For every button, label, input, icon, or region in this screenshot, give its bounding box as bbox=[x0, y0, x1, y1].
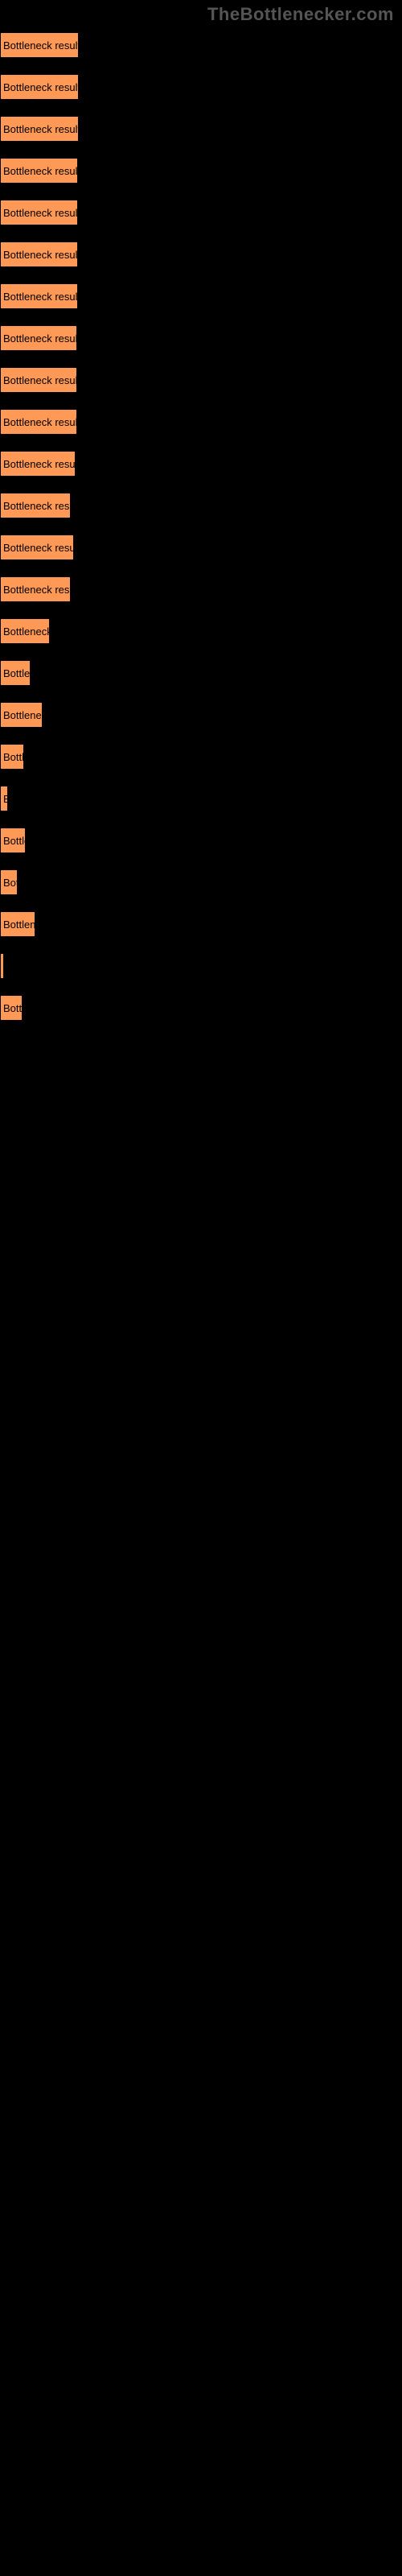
watermark-text: TheBottlenecker.com bbox=[207, 4, 394, 25]
chart-bar: Bottleneck result bbox=[0, 116, 79, 142]
chart-bar: B bbox=[0, 786, 8, 811]
bar-label: Bottleneck result bbox=[3, 165, 78, 177]
bar-row: Bottleneck result bbox=[0, 443, 402, 485]
chart-bar: Bottleneck bbox=[0, 618, 50, 644]
chart-bar: Bot bbox=[0, 869, 18, 895]
bar-row: Bottleneck result bbox=[0, 192, 402, 233]
bar-row bbox=[0, 945, 402, 987]
bar-label: Bot bbox=[3, 877, 18, 889]
bar-row: Bottleneck resu bbox=[0, 568, 402, 610]
bar-label: Bottle bbox=[3, 835, 26, 847]
bar-row: Bottleneck result bbox=[0, 233, 402, 275]
bar-row: Bottle bbox=[0, 819, 402, 861]
chart-bar: Bottleneck result bbox=[0, 325, 77, 351]
chart-bar bbox=[0, 953, 4, 979]
bar-label: Bottleneck resu bbox=[3, 584, 71, 596]
chart-bar: Bott bbox=[0, 995, 23, 1021]
bar-label: Bottleneck result bbox=[3, 207, 78, 219]
bar-row: Bottleneck bbox=[0, 694, 402, 736]
chart-bar: Bottleneck result bbox=[0, 242, 78, 267]
chart-bar: Bottlen bbox=[0, 911, 35, 937]
bar-label: Bottleneck bbox=[3, 625, 50, 638]
bar-row: Bottleneck result bbox=[0, 24, 402, 66]
bar-label: Bott bbox=[3, 1002, 22, 1014]
chart-bar: Bottleneck resu bbox=[0, 576, 71, 602]
bar-row: Bottleneck result bbox=[0, 359, 402, 401]
chart-bar: Bottle bbox=[0, 828, 26, 853]
chart-bar: Bottlen bbox=[0, 660, 31, 686]
chart-bar: Bottleneck result bbox=[0, 451, 76, 477]
bar-row: Bottleneck bbox=[0, 610, 402, 652]
bar-label: Bottleneck result bbox=[3, 458, 76, 470]
bar-row: Bott bbox=[0, 987, 402, 1029]
chart-bar: Bottl bbox=[0, 744, 24, 770]
bar-label: Bottlen bbox=[3, 667, 31, 679]
chart-bar: Bottleneck result bbox=[0, 158, 78, 184]
bar-row: Bottleneck result bbox=[0, 317, 402, 359]
bar-label: Bottleneck result bbox=[3, 332, 77, 345]
bar-label: Bottleneck result bbox=[3, 374, 77, 386]
chart-bar: Bottleneck result bbox=[0, 283, 78, 309]
chart-bar: Bottleneck bbox=[0, 702, 43, 728]
bar-label: Bottleneck result bbox=[3, 291, 78, 303]
bar-row: Bottleneck resul bbox=[0, 526, 402, 568]
bar-label: Bottleneck bbox=[3, 709, 43, 721]
chart-bar: Bottleneck result bbox=[0, 200, 78, 225]
bar-row: Bottlen bbox=[0, 903, 402, 945]
bar-label: Bottleneck result bbox=[3, 249, 78, 261]
bar-chart: Bottleneck result Bottleneck result Bottle… bbox=[0, 24, 402, 1029]
bar-row: Bot bbox=[0, 861, 402, 903]
bar-label: Bottl bbox=[3, 751, 24, 763]
bar-label: Bottleneck result bbox=[3, 123, 79, 135]
bar-row: Bottleneck result bbox=[0, 275, 402, 317]
chart-bar: Bottleneck resu bbox=[0, 493, 71, 518]
bar-row: Bottleneck resu bbox=[0, 485, 402, 526]
bar-label: Bottlen bbox=[3, 919, 35, 931]
bar-label: Bottleneck result bbox=[3, 39, 79, 52]
bar-label: B bbox=[3, 793, 8, 805]
bar-row: Bottleneck result bbox=[0, 401, 402, 443]
bar-label: Bottleneck result bbox=[3, 81, 79, 93]
bar-row: Bottl bbox=[0, 736, 402, 778]
bar-row: Bottlen bbox=[0, 652, 402, 694]
bar-row: Bottleneck result bbox=[0, 108, 402, 150]
bar-label: Bottleneck resu bbox=[3, 500, 71, 512]
bar-label: Bottleneck result bbox=[3, 416, 77, 428]
chart-bar: Bottleneck result bbox=[0, 367, 77, 393]
chart-bar: Bottleneck result bbox=[0, 74, 79, 100]
bar-row: B bbox=[0, 778, 402, 819]
chart-bar: Bottleneck resul bbox=[0, 535, 74, 560]
chart-bar: Bottleneck result bbox=[0, 409, 77, 435]
bar-row: Bottleneck result bbox=[0, 150, 402, 192]
bar-label: Bottleneck resul bbox=[3, 542, 74, 554]
bar-row: Bottleneck result bbox=[0, 66, 402, 108]
chart-bar: Bottleneck result bbox=[0, 32, 79, 58]
